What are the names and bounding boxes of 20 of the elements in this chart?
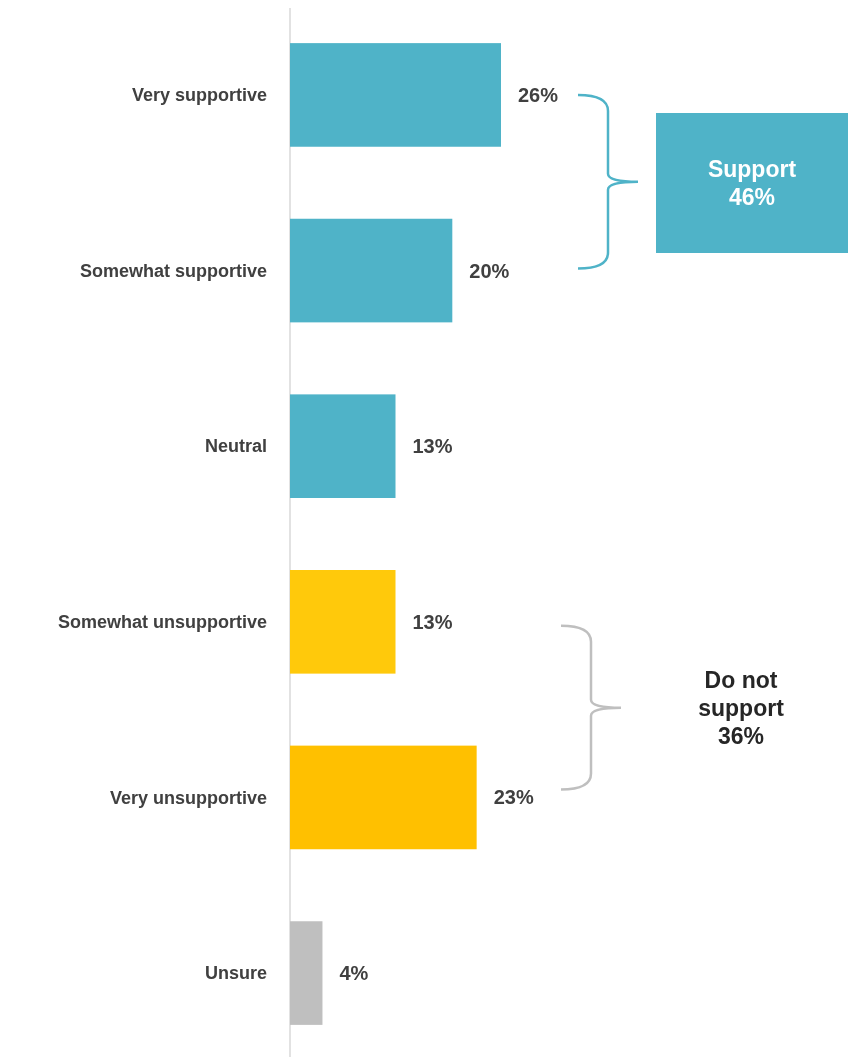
bar [290, 218, 453, 323]
data-label: 26% [518, 83, 559, 106]
y-tick-label: Neutral [204, 436, 267, 457]
bar [290, 745, 477, 850]
y-tick-label: Somewhat unsupportive [57, 612, 267, 633]
data-label: 23% [493, 786, 534, 809]
y-tick-label: Unsure [204, 963, 267, 984]
data-label: 13% [412, 435, 453, 458]
bar [290, 921, 323, 1025]
text: Support 46% [707, 156, 797, 210]
data-label: 4% [339, 962, 369, 985]
text: Do not support 36% [698, 667, 785, 749]
bar [290, 43, 501, 147]
y-tick-label: Very supportive [131, 85, 267, 106]
y-tick-label: Somewhat supportive [79, 260, 267, 281]
data-label: 13% [412, 610, 453, 633]
y-tick-label: Very unsupportive [109, 787, 267, 808]
bar [290, 394, 396, 498]
data-label: 20% [469, 259, 510, 282]
bar [290, 570, 396, 674]
